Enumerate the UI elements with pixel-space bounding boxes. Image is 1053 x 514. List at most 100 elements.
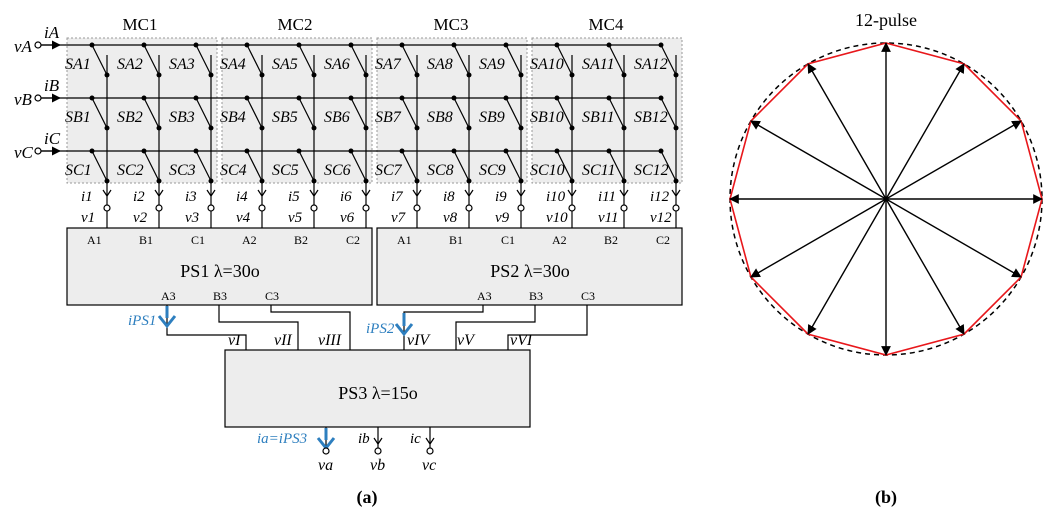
switch-blade: [505, 97, 522, 129]
ps1-current-label: iPS1: [128, 313, 156, 329]
output-terminal: [258, 204, 266, 212]
output-node: [363, 125, 369, 131]
current-arrow: [671, 189, 681, 198]
ps-top-terminal: C1: [191, 233, 205, 247]
vector-arrow-3: [885, 120, 1022, 200]
switch-label: SC8: [427, 162, 454, 179]
switch-blade: [143, 97, 160, 129]
switch-blade: [91, 97, 108, 129]
switch-label: SA11: [582, 56, 615, 73]
output-node: [414, 72, 420, 78]
switch-blade: [195, 44, 212, 76]
ps-top-terminal: A1: [87, 233, 102, 247]
ps-top-terminal: A1: [397, 233, 412, 247]
output-voltage-label: v5: [288, 210, 303, 226]
ps-top-terminal: C1: [501, 233, 515, 247]
switch-label: SB7: [375, 109, 402, 126]
voltage-vectors: [729, 42, 1043, 356]
switch-blade: [556, 150, 573, 182]
output-current-label: i7: [391, 189, 404, 205]
mc2-label: MC2: [278, 15, 313, 34]
switch-label: SA9: [479, 56, 505, 73]
switch-blade: [608, 44, 625, 76]
output-node: [259, 72, 265, 78]
switch-blade: [246, 150, 263, 182]
current-arrow: [464, 189, 474, 198]
output-node: [569, 178, 575, 184]
ps-bottom-terminal: B3: [529, 289, 543, 303]
switch-label: SB10: [530, 109, 564, 126]
switch-label: SC1: [65, 162, 92, 179]
output-current-label: i4: [236, 189, 248, 205]
ps-bottom-terminal: A3: [477, 289, 492, 303]
switch-label: SA3: [169, 56, 195, 73]
input-current-a: iA: [44, 23, 60, 42]
output-node: [208, 72, 214, 78]
switch-label: SC3: [169, 162, 196, 179]
ps-top-terminal: C2: [346, 233, 360, 247]
switch-blade: [350, 150, 367, 182]
switch-blade: [401, 97, 418, 129]
current-arrow: [257, 189, 267, 198]
output-current-label: i12: [650, 189, 670, 205]
switch-label: SB11: [582, 109, 615, 126]
voltage-vV: vV: [457, 332, 476, 349]
output-terminal: [568, 204, 576, 212]
ps-bottom-terminal: B3: [213, 289, 227, 303]
output-current-c: ic: [410, 431, 421, 447]
switch-label: SB2: [117, 109, 143, 126]
switch-blade: [453, 97, 470, 129]
current-arrow: [516, 189, 526, 198]
output-node: [414, 178, 420, 184]
switch-blade: [556, 44, 573, 76]
ps1-box: [66, 227, 373, 306]
switch-blade: [660, 150, 677, 182]
switch-blade: [350, 44, 367, 76]
ps-top-terminal: C2: [656, 233, 670, 247]
current-arrow: [309, 189, 319, 198]
output-terminal: [413, 204, 421, 212]
output-node: [569, 125, 575, 131]
switch-label: SA8: [427, 56, 453, 73]
output-node: [621, 178, 627, 184]
output-voltage-label: v9: [495, 210, 510, 226]
output-node: [621, 72, 627, 78]
output-current-label: i5: [288, 189, 300, 205]
output-terminal: [155, 204, 163, 212]
output-node: [104, 178, 110, 184]
ps-top-terminal: A2: [242, 233, 257, 247]
vector-arrow-6: [885, 198, 965, 335]
vector-arrow-12: [807, 63, 887, 200]
output-node: [673, 178, 679, 184]
input-current-b: iB: [44, 76, 60, 95]
output-voltage-label: v7: [391, 210, 407, 226]
output-node: [156, 72, 162, 78]
output-voltage-label: v6: [340, 210, 355, 226]
current-arrow: [361, 189, 371, 198]
output-current-label: i9: [495, 189, 507, 205]
ps-bottom-terminal: C3: [581, 289, 595, 303]
current-arrow: [567, 189, 577, 198]
switch-blade: [401, 44, 418, 76]
output-current-label: i1: [81, 189, 93, 205]
mc4-box: [531, 37, 683, 184]
switch-blade: [246, 44, 263, 76]
right-panel-title: 12-pulse: [855, 10, 917, 30]
switch-blade: [195, 97, 212, 129]
output-current-a: ia=iPS3: [257, 431, 307, 447]
output-current-b: ib: [358, 431, 370, 447]
mc1-label: MC1: [123, 15, 158, 34]
ps-top-terminal: B1: [449, 233, 463, 247]
switch-blade: [660, 44, 677, 76]
mc2-box: [221, 37, 373, 184]
switch-label: SA4: [220, 56, 246, 73]
mc4-label: MC4: [589, 15, 624, 34]
caption-b: (b): [875, 487, 897, 508]
matrix-converter-circuit: MC1 MC2 MC3 MC4 vA vB vC iA iB: [14, 15, 683, 508]
switch-blade: [453, 44, 470, 76]
ps-top-terminal: B2: [294, 233, 308, 247]
switch-label: SA12: [634, 56, 668, 73]
output-terminal: [620, 204, 628, 212]
switch-blade: [195, 150, 212, 182]
